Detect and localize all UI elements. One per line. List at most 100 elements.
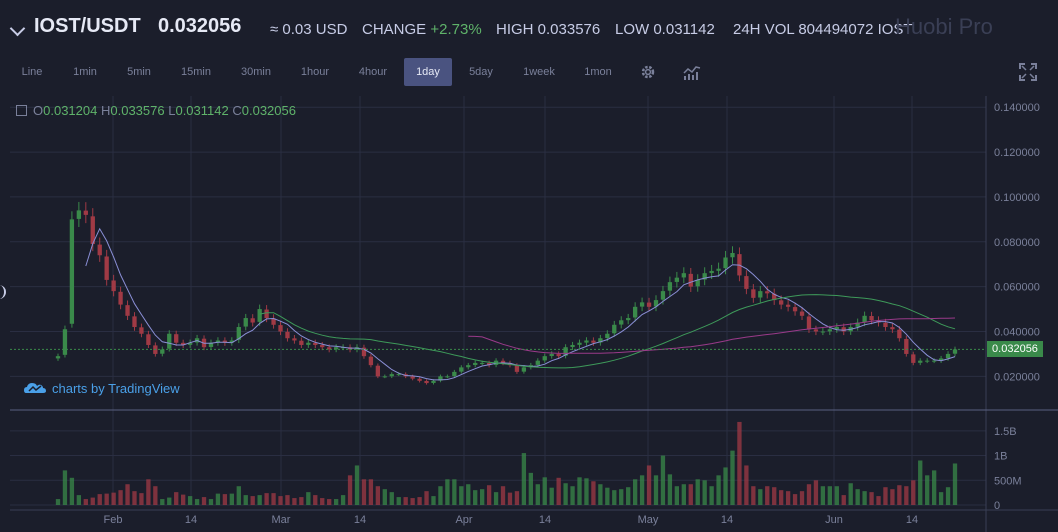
candle-body [841,327,846,332]
tf-30min[interactable]: 30min [241,66,271,78]
tf-4hour[interactable]: 4hour [358,66,388,78]
candle-body [208,342,214,347]
volume-bar [368,479,374,505]
volume-bar [876,496,881,505]
candle-body [76,210,82,219]
ohlc-legend: O0.031204 H0.033576 L0.031142 C0.032056 [16,103,296,118]
volume-tick-label: 1B [994,451,1007,463]
candle-body [639,302,645,307]
volume-bar [132,491,137,505]
volume-tick-label: 1.5B [994,426,1017,438]
candle-body [535,360,540,365]
low-label: LOW [615,21,650,38]
ma-mid-line [259,294,956,369]
price-tick-label: 0.060000 [994,282,1040,294]
price-tick-label: 0.100000 [994,192,1040,204]
volume-bar [466,484,471,505]
tf-1week[interactable]: 1week [523,66,555,78]
candle-body [626,318,631,321]
volume-bar [473,490,478,505]
volume-bar [723,467,728,505]
volume-bar [674,486,680,505]
volume-bar [118,490,123,505]
candle-body [904,339,909,354]
high-label: HIGH [496,21,534,38]
volume-bar [375,486,381,505]
tf-1min[interactable]: 1min [73,66,97,78]
candle-body [313,342,318,345]
candle-body [688,273,693,287]
volume-bar [584,478,589,505]
candle-body [445,376,450,378]
current-price-tag: 0.032056 [987,341,1043,358]
volume-bars [55,421,958,505]
tf-5min[interactable]: 5min [127,66,151,78]
tf-1mon[interactable]: 1mon [584,66,612,78]
tf-1hour[interactable]: 1hour [300,66,330,78]
chevron-down-icon[interactable] [9,20,26,37]
candle-body [723,257,728,269]
tf-1day[interactable]: 1day [404,58,452,86]
tradingview-cloud-icon [24,383,46,393]
ohlc-close-label: C [232,103,242,118]
volume-bar [333,499,339,505]
change-stat: CHANGE +2.73% [362,21,482,38]
ohlc-low-label: L [168,103,176,118]
candle-body [264,309,269,319]
volume-bar [306,492,311,505]
candle-body [473,362,478,366]
candle-body [424,380,429,384]
volume-bar [222,494,228,505]
pair-name[interactable]: IOST/USDT [34,15,141,37]
candle-body [389,374,394,377]
volume-bar [646,465,652,505]
tradingview-link[interactable]: charts by TradingView [24,381,180,396]
ohlc-open-label: O [33,103,44,118]
volume-bar [813,480,819,505]
volume-bar [139,493,144,505]
volume-tick-label: 500M [994,475,1022,487]
volume-bar [528,472,533,505]
volume-bar [320,498,325,505]
candle-body [598,338,603,343]
low-stat: LOW 0.031142 [615,21,715,38]
tf-line[interactable]: Line [21,66,43,78]
candle-body [890,327,895,330]
volume-bar [521,453,527,505]
candle-body [911,354,916,363]
volume-bar [410,498,415,505]
collapse-handle[interactable] [0,285,6,299]
tf-5day[interactable]: 5day [469,66,493,78]
time-tick-label: 14 [539,514,551,526]
candle-body [486,363,492,366]
expand-icon[interactable] [16,105,27,116]
candle-body [612,324,617,334]
candle-body [292,338,297,341]
candle-body [653,300,659,307]
volume-bar [598,484,603,505]
fullscreen-icon[interactable] [1019,63,1037,81]
volume-bar [869,492,874,505]
candle-body [744,276,749,289]
candle-body [83,210,88,215]
candle-body [925,360,930,362]
candle-body [306,342,311,345]
volume-bar [299,497,304,505]
volume-bar [556,477,561,505]
volume-bar [688,484,693,505]
volume-bar [313,495,318,505]
tf-15min[interactable]: 15min [181,66,211,78]
volume-bar [327,499,332,505]
ohlc-high-label: H [100,103,111,118]
candle-body [500,360,506,363]
price-chart[interactable]: 0.140000 0.120000 0.100000 0.080000 0.060000… [10,93,1058,532]
volume-bar [855,489,860,505]
gear-icon[interactable] [639,63,657,81]
candle-body [410,376,415,379]
time-tick-label: Mar [272,514,291,526]
volume-bar [187,496,193,505]
indicators-icon[interactable] [683,63,701,81]
volume-bar [765,486,770,505]
candle-body [146,334,151,345]
time-tick-label: 14 [721,514,733,526]
